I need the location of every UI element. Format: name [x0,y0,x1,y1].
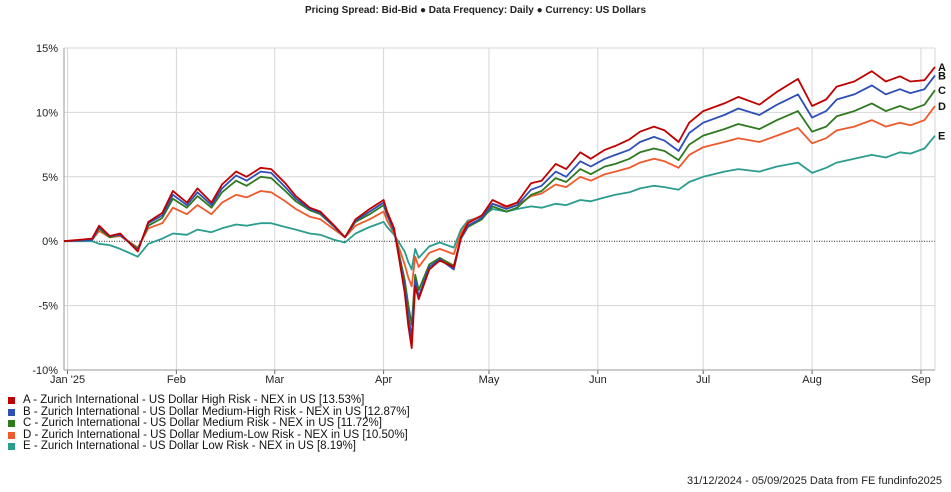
series-end-label-a: A [938,62,946,74]
x-tick-label: Jul [696,374,710,386]
y-tick-label: -10% [32,365,58,377]
series-end-label-d: D [938,101,946,113]
legend-label: D - Zurich International - US Dollar Med… [23,428,408,441]
y-tick-label: 15% [36,43,58,55]
x-tick-label: Jan '25 [50,374,85,386]
legend-item-d: D - Zurich International - US Dollar Med… [8,428,410,442]
legend-swatch [8,397,15,405]
x-tick-label: Mar [265,374,284,386]
x-tick-label: Feb [167,374,186,386]
y-tick-label: 10% [36,107,58,119]
legend-swatch [8,431,15,439]
legend-swatch [8,443,15,451]
legend-item-c: C - Zurich International - US Dollar Med… [8,417,410,430]
legend-label: A - Zurich International - US Dollar Hig… [23,394,365,406]
legend-label: C - Zurich International - US Dollar Med… [23,417,382,429]
legend-item-a: A - Zurich International - US Dollar Hig… [8,394,410,407]
y-tick-label: -5% [38,301,58,313]
legend-label: B - Zurich International - US Dollar Med… [23,405,410,418]
axis-layer: 15% 10% 5% 0% -5% -10%Jan '25 Feb Mar Apr May Jun J… [32,43,936,386]
series-end-label-c: C [938,85,946,97]
x-tick-label: Sep [911,374,931,386]
legend: A - Zurich International - US Dollar Hig… [8,394,410,453]
x-tick-label: Jun [589,374,607,386]
series-end-label-b: B [938,70,946,82]
legend-item-b: B - Zurich International - US Dollar Med… [8,405,410,419]
series-line-d [63,105,936,288]
x-tick-label: Apr [375,374,392,386]
x-tick-label: May [479,374,500,386]
x-tick-label: Aug [802,374,822,386]
series-end-label-e: E [938,131,945,143]
chart-subtitle: Pricing Spread: Bid-Bid ● Data Frequency… [304,5,647,16]
legend-item-e: E - Zurich International - US Dollar Low… [8,440,410,453]
legend-label: E - Zurich International - US Dollar Low… [23,440,356,452]
y-tick-label: 0% [42,236,58,248]
legend-swatch [8,408,15,416]
line-chart: 15% 10% 5% 0% -5% -10%Jan '25 Feb Mar Apr May Jun J… [32,43,946,386]
series-line-a [63,66,936,349]
legend-swatch [8,420,15,428]
series-line-e [64,135,936,271]
series-layer [63,66,936,349]
footer-source: 31/12/2024 - 05/09/2025 Data from FE fun… [686,475,942,487]
y-tick-label: 5% [42,172,58,184]
